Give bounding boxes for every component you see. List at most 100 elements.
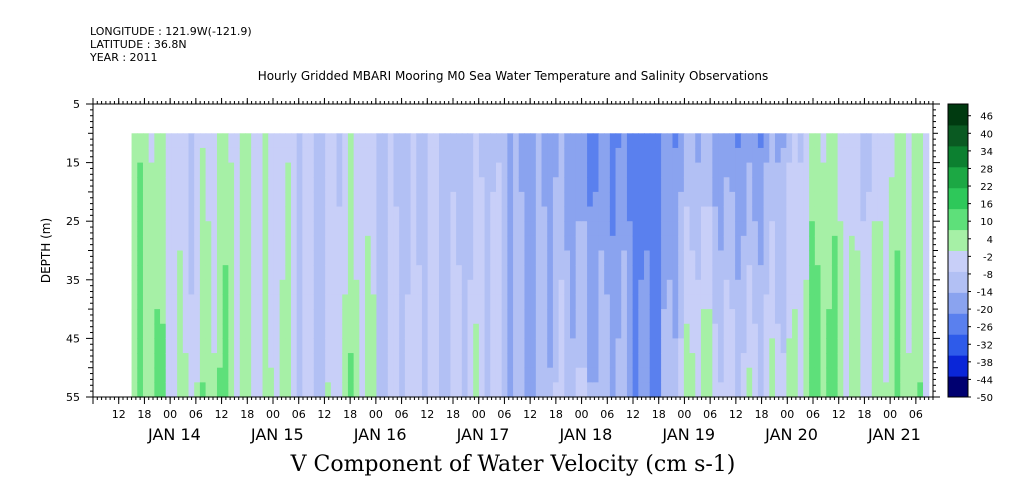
heatmap-cell <box>592 250 600 266</box>
heatmap-cell <box>530 338 537 354</box>
heatmap-cell <box>587 221 594 237</box>
heatmap-cell <box>382 177 389 193</box>
heatmap-cell <box>746 206 753 222</box>
x-hour-tick-label: 06 <box>909 408 923 421</box>
heatmap-cell <box>359 221 366 237</box>
heatmap-cell <box>757 191 765 208</box>
heatmap-cell <box>792 162 799 178</box>
heatmap-cell <box>786 206 793 222</box>
heatmap-cell <box>831 177 839 193</box>
heatmap-cell <box>700 382 708 398</box>
heatmap-cell <box>507 206 514 222</box>
heatmap-cell <box>769 235 776 252</box>
heatmap-cell <box>171 353 178 369</box>
heatmap-cell <box>547 177 554 193</box>
heatmap-cell <box>461 177 469 193</box>
heatmap-cell <box>154 133 161 149</box>
heatmap-cell <box>718 250 725 266</box>
heatmap-cell <box>513 382 520 398</box>
heatmap-cell <box>888 162 896 178</box>
heatmap-cell <box>672 133 679 149</box>
axes: 12 18 00 06 12 18 00 06 12 18 00 06 12 18 00 06 12 18 00 06… <box>66 98 940 444</box>
heatmap-cell <box>752 367 759 383</box>
heatmap-cell <box>524 162 531 178</box>
heatmap-cell <box>740 191 748 208</box>
heatmap-cell <box>700 338 708 354</box>
heatmap-cell <box>792 279 799 296</box>
heatmap-cell <box>752 235 759 252</box>
heatmap-cell <box>273 309 281 325</box>
heatmap-cell <box>820 353 827 369</box>
heatmap-cell <box>490 250 497 266</box>
heatmap-cell <box>211 309 218 325</box>
colorbar-swatch <box>948 104 968 126</box>
heatmap-cell <box>843 323 850 339</box>
heatmap-cell <box>706 147 713 164</box>
heatmap-cell <box>621 279 628 296</box>
heatmap-cell <box>911 279 918 296</box>
heatmap-cell <box>194 309 201 325</box>
heatmap-cell <box>365 309 372 325</box>
heatmap-cell <box>792 133 799 149</box>
heatmap-cell <box>216 235 224 252</box>
heatmap-cell <box>843 250 850 266</box>
heatmap-cell <box>837 162 844 178</box>
heatmap-cell <box>199 221 207 237</box>
heatmap-cell <box>444 279 452 296</box>
heatmap-cell <box>387 250 395 266</box>
heatmap-cell <box>809 294 816 310</box>
heatmap-cell <box>347 133 355 149</box>
heatmap-cell <box>461 353 469 369</box>
heatmap-cell <box>154 279 161 296</box>
heatmap-cell <box>524 191 531 208</box>
heatmap-cell <box>826 235 833 252</box>
heatmap-cell <box>137 250 144 266</box>
heatmap-cell <box>501 265 508 281</box>
heatmap-cell <box>416 250 423 266</box>
heatmap-cell <box>854 265 861 281</box>
heatmap-cell <box>404 133 412 149</box>
heatmap-cell <box>786 323 793 339</box>
heatmap-cell <box>644 323 651 339</box>
heatmap-cell <box>256 133 264 149</box>
heatmap-cell <box>370 133 377 149</box>
heatmap-cell <box>604 147 611 164</box>
heatmap-cell <box>245 147 252 164</box>
heatmap-cell <box>154 250 161 266</box>
heatmap-cell <box>245 235 252 252</box>
heatmap-cell <box>313 338 321 354</box>
heatmap-cell <box>222 279 229 296</box>
heatmap-cell <box>689 162 696 178</box>
heatmap-cell <box>393 191 400 208</box>
heatmap-cell <box>837 338 844 354</box>
heatmap-cell <box>199 382 207 398</box>
heatmap-cell <box>211 221 218 237</box>
heatmap-cell <box>564 367 571 383</box>
heatmap-cell <box>826 367 833 383</box>
x-hour-tick-label: 00 <box>266 408 280 421</box>
heatmap-cell <box>626 338 634 354</box>
heatmap-cell <box>792 250 799 266</box>
heatmap-cell <box>427 177 434 193</box>
heatmap-cell <box>558 309 565 325</box>
heatmap-cell <box>558 162 565 178</box>
heatmap-cell <box>313 235 321 252</box>
heatmap-cell <box>291 206 298 222</box>
heatmap-cell <box>461 206 469 222</box>
heatmap-cell <box>820 147 827 164</box>
heatmap-cell <box>484 133 491 149</box>
heatmap-cell <box>592 338 600 354</box>
heatmap-cell <box>774 221 782 237</box>
heatmap-cell <box>888 235 896 252</box>
heatmap-cell <box>433 279 440 296</box>
heatmap-cell <box>273 147 281 164</box>
heatmap-cell <box>826 338 833 354</box>
heatmap-cell <box>911 353 918 369</box>
heatmap-cell <box>763 133 770 149</box>
x-hour-tick-label: 06 <box>395 408 409 421</box>
heatmap-cell <box>285 162 292 178</box>
heatmap-cell <box>177 338 184 354</box>
heatmap-cell <box>797 191 805 208</box>
heatmap-cell <box>285 235 292 252</box>
heatmap-cell <box>917 279 924 296</box>
